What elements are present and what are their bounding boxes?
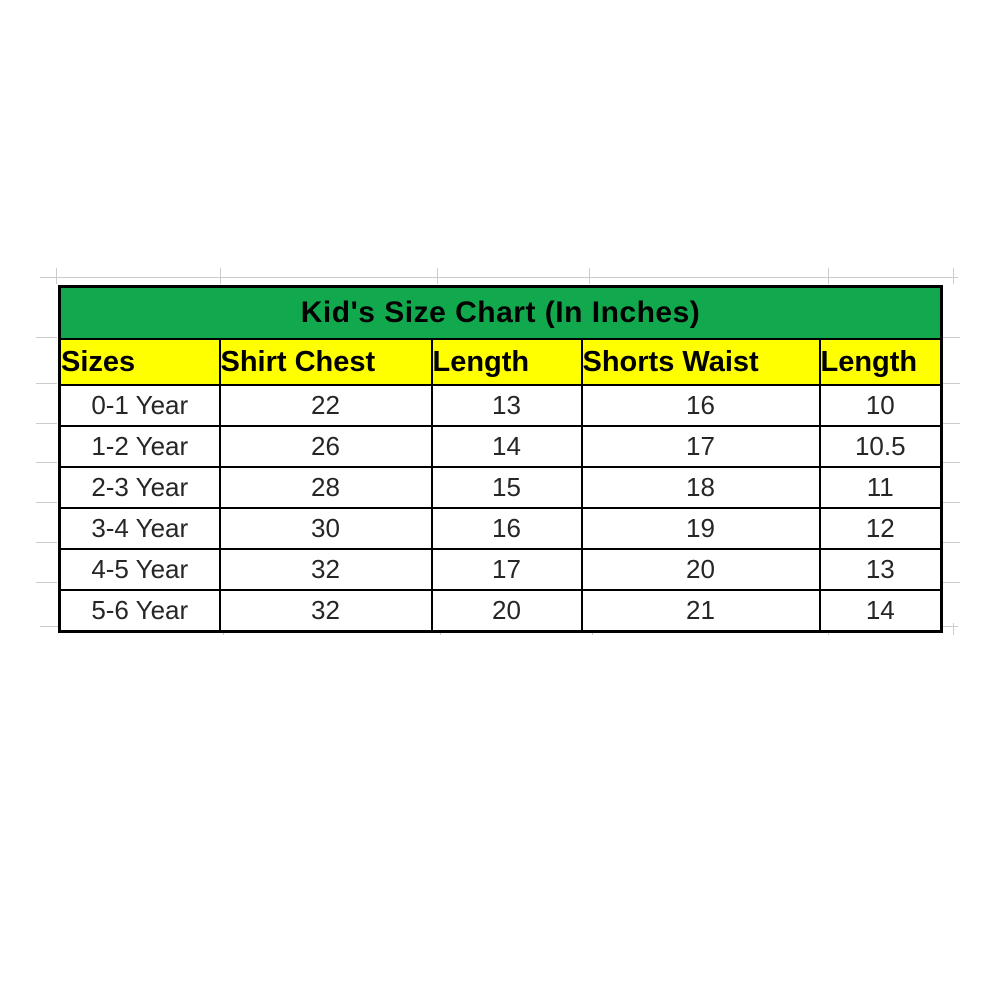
value-cell: 28 [218,466,433,509]
gridline-horizontal [36,383,57,384]
gridline-horizontal [941,542,960,543]
value-cell: 12 [818,507,943,550]
value-cell: 17 [430,548,583,591]
size-cell: 0-1 Year [58,384,221,427]
gridline-horizontal [941,462,960,463]
value-cell: 26 [218,425,433,468]
value-cell: 14 [430,425,583,468]
value-cell: 17 [580,425,821,468]
value-cell: 13 [430,384,583,427]
column-header-shorts-waist: Shorts Waist [580,338,821,386]
size-cell: 5-6 Year [58,589,221,633]
value-cell: 11 [818,466,943,509]
table-row: 0-1 Year 22 13 16 10 [58,384,943,427]
size-cell: 1-2 Year [58,425,221,468]
column-header-shorts-length: Length [818,338,943,386]
gridline-vertical [437,268,438,284]
column-header-shirt-chest: Shirt Chest [218,338,433,386]
value-cell: 10 [818,384,943,427]
value-cell: 21 [580,589,821,633]
value-cell: 15 [430,466,583,509]
table-row: 5-6 Year 32 20 21 14 [58,589,943,633]
size-chart-table: Kid's Size Chart (In Inches) Sizes Shirt… [58,285,944,633]
column-header-sizes: Sizes [58,338,221,386]
gridline-horizontal [941,502,960,503]
table-title: Kid's Size Chart (In Inches) [58,285,943,340]
size-cell: 3-4 Year [58,507,221,550]
gridline-horizontal [36,582,57,583]
table-row: 2-3 Year 28 15 18 11 [58,466,943,509]
table-row: 1-2 Year 26 14 17 10.5 [58,425,943,468]
gridline-vertical [589,268,590,284]
column-header-shirt-length: Length [430,338,583,386]
gridline-vertical [953,623,954,635]
size-cell: 4-5 Year [58,548,221,591]
gridline-horizontal [36,502,57,503]
gridline-horizontal [36,542,57,543]
gridline-vertical [56,268,57,284]
value-cell: 20 [430,589,583,633]
value-cell: 32 [218,589,433,633]
gridline-horizontal [36,423,57,424]
gridline-vertical [953,268,954,284]
value-cell: 18 [580,466,821,509]
gridline-vertical [220,268,221,284]
table-row: 3-4 Year 30 16 19 12 [58,507,943,550]
gridline-horizontal [941,423,960,424]
gridline-horizontal [36,337,57,338]
gridline-horizontal [36,462,57,463]
value-cell: 19 [580,507,821,550]
value-cell: 14 [818,589,943,633]
gridline-horizontal [941,383,960,384]
value-cell: 32 [218,548,433,591]
gridline-horizontal [941,582,960,583]
header-row: Sizes Shirt Chest Length Shorts Waist Le… [58,338,943,386]
gridline-horizontal [941,337,960,338]
size-cell: 2-3 Year [58,466,221,509]
gridline-vertical [828,268,829,284]
value-cell: 30 [218,507,433,550]
table-body: 0-1 Year 22 13 16 10 1-2 Year 26 14 17 1… [58,384,943,633]
value-cell: 16 [430,507,583,550]
table-row: 4-5 Year 32 17 20 13 [58,548,943,591]
value-cell: 10.5 [818,425,943,468]
title-row: Kid's Size Chart (In Inches) [58,285,943,340]
value-cell: 20 [580,548,821,591]
gridline-horizontal [40,277,958,278]
value-cell: 13 [818,548,943,591]
value-cell: 16 [580,384,821,427]
value-cell: 22 [218,384,433,427]
